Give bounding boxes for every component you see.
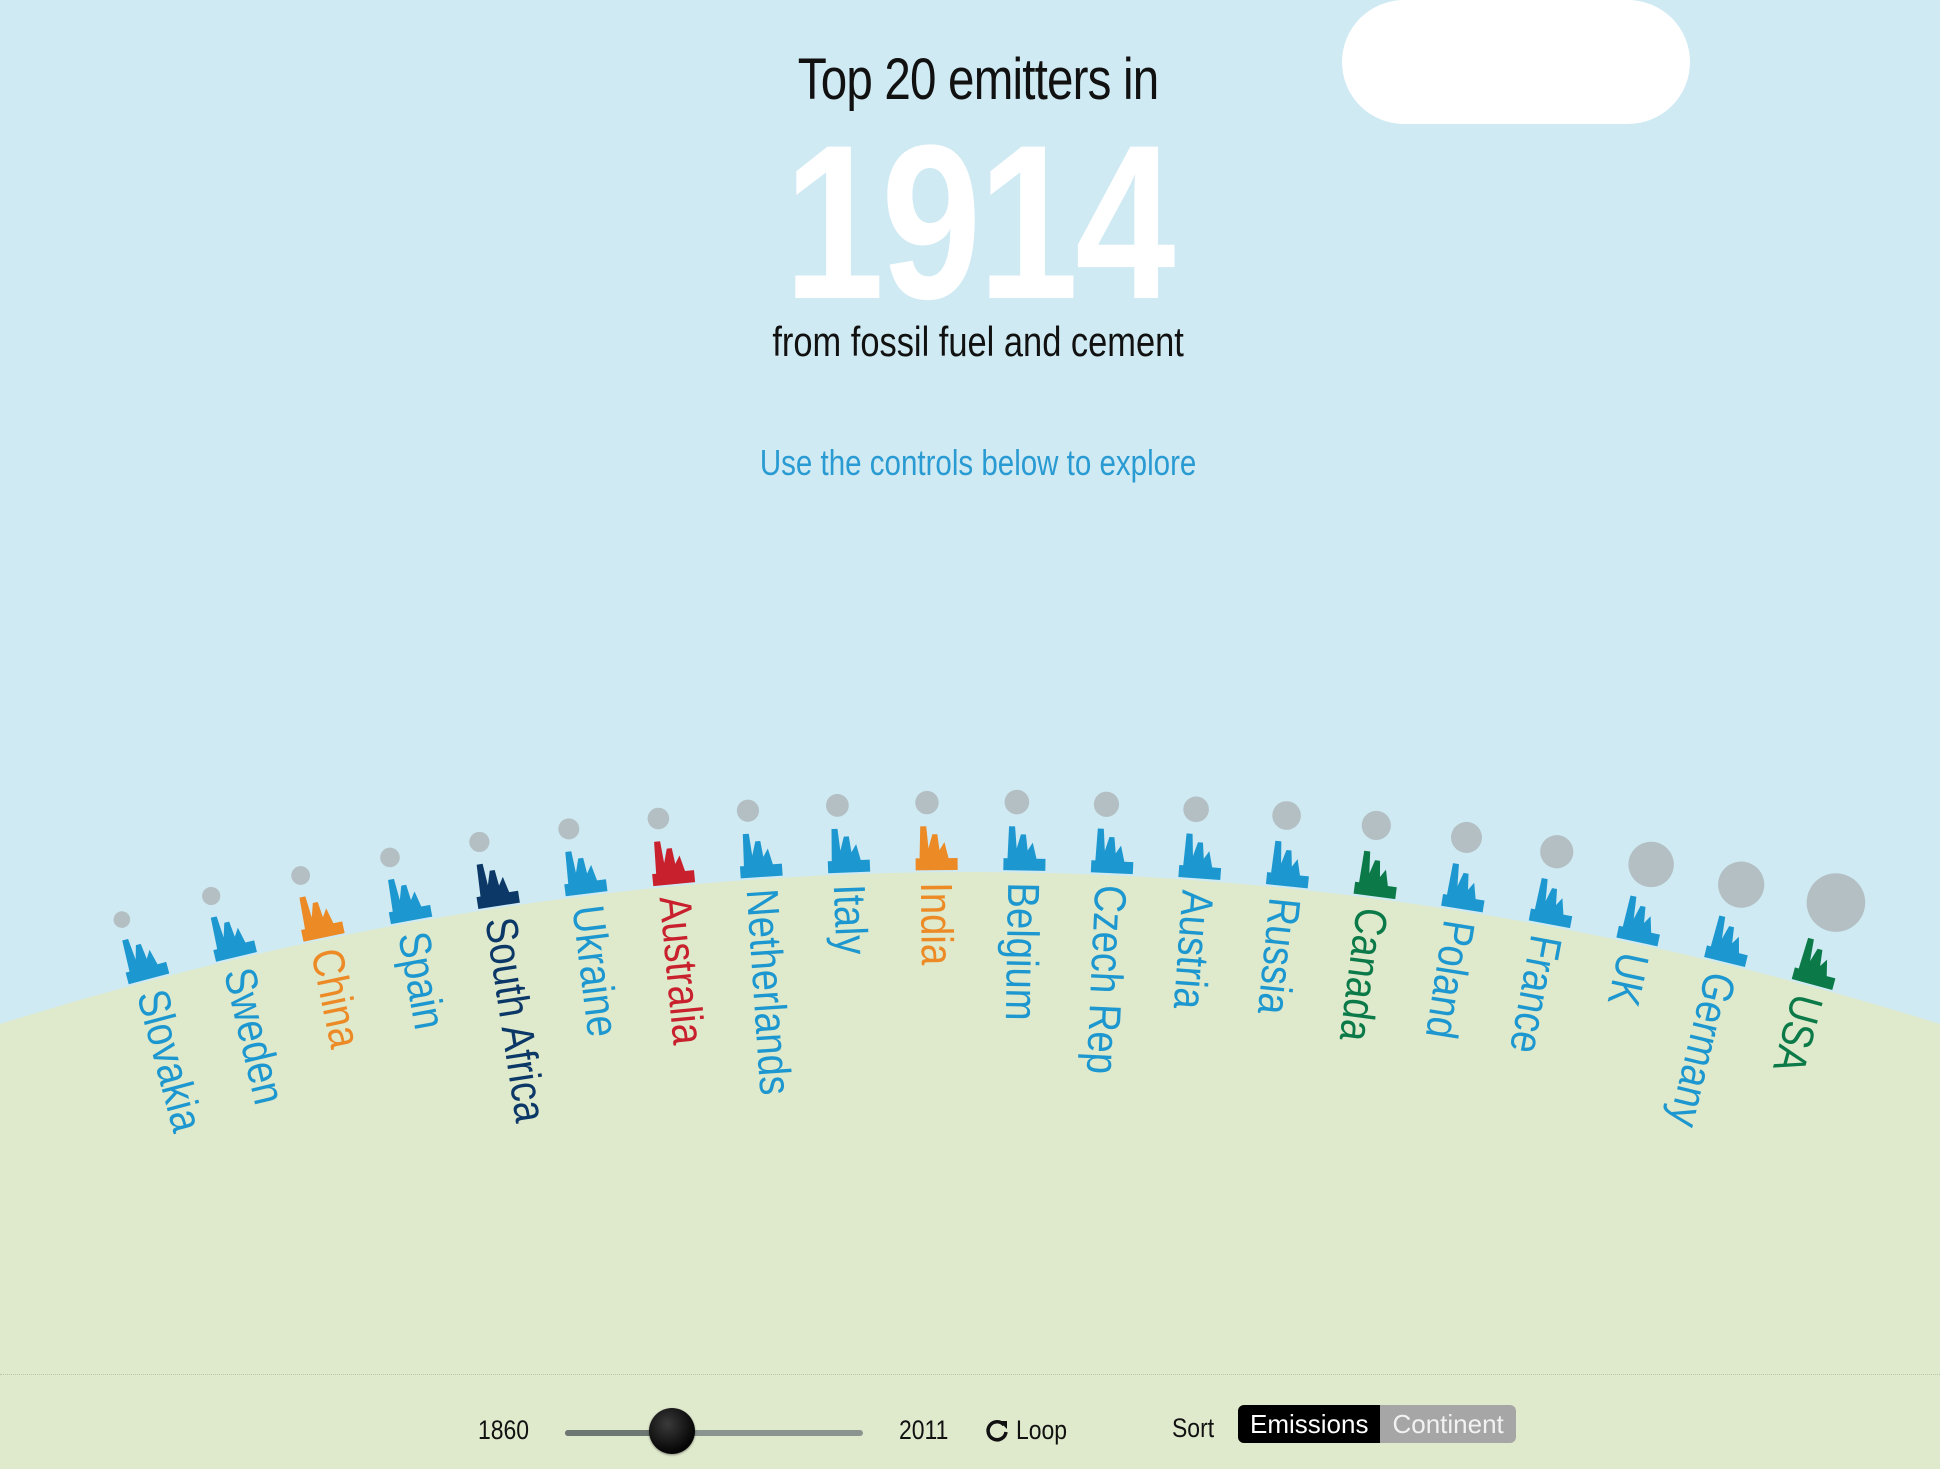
country-label: Russia: [1248, 896, 1310, 1018]
factory-icon: [1704, 915, 1748, 967]
explore-hint: Use the controls below to explore: [759, 442, 1197, 483]
country-marker: Czech Rep: [1077, 791, 1136, 1075]
country-label: Austria: [1164, 889, 1223, 1012]
factory-icon: [122, 938, 170, 985]
year-slider-fill: [565, 1430, 672, 1436]
year-slider-knob[interactable]: [649, 1408, 695, 1454]
factory-icon: [388, 878, 433, 925]
smoke-puff: [1628, 841, 1674, 888]
country-label: Italy: [824, 883, 877, 955]
smoke-puff: [736, 799, 760, 822]
factory-icon: [1003, 826, 1046, 871]
country-marker: Russia: [1248, 801, 1311, 1018]
factory-icon: [915, 826, 958, 871]
country-marker: Belgium: [996, 789, 1049, 1021]
factory-icon: [1441, 863, 1485, 913]
factory-icon: [827, 828, 871, 874]
controls-bar: 1860 2011 Loop Sort Emissions Continent: [0, 1374, 1940, 1469]
smoke-puff: [825, 794, 849, 817]
smoke-puff: [1183, 796, 1209, 823]
country-label: Belgium: [996, 882, 1049, 1021]
smoke-puff: [1540, 835, 1574, 869]
smoke-puff: [1361, 810, 1391, 841]
sort-continent-button[interactable]: Continent: [1380, 1405, 1516, 1443]
smoke-puff: [1718, 861, 1765, 908]
factory-icon: [1178, 833, 1222, 881]
smoke-puff: [647, 807, 670, 830]
country-marker: India: [911, 790, 963, 966]
factory-icon: [1616, 895, 1660, 947]
smoke-puff: [202, 886, 221, 906]
factory-icon: [299, 896, 345, 942]
factory-icon: [1791, 937, 1836, 991]
year-display: 1914: [783, 99, 1175, 345]
smoke-puff: [915, 790, 939, 815]
smoke-puff: [291, 866, 311, 885]
year-max-label: 2011: [899, 1415, 949, 1445]
factory-icon: [1528, 878, 1573, 929]
country-label: India: [911, 882, 963, 966]
factory-icon: [1353, 850, 1397, 900]
country-marker: Austria: [1164, 796, 1223, 1012]
smoke-puff: [1806, 873, 1866, 932]
year-min-label: 1860: [478, 1415, 530, 1445]
sort-label: Sort: [1172, 1413, 1215, 1443]
factory-icon: [476, 863, 520, 909]
country-label: Czech Rep: [1077, 884, 1136, 1075]
smoke-puff: [1093, 791, 1120, 817]
smoke-puff: [113, 911, 131, 928]
factory-icon: [652, 841, 696, 887]
title-top: Top 20 emitters in: [797, 47, 1159, 112]
sort-toggle[interactable]: Emissions Continent: [1238, 1405, 1516, 1443]
country-marker: Italy: [824, 794, 877, 956]
subtitle: from fossil fuel and cement: [772, 318, 1184, 365]
sort-emissions-button[interactable]: Emissions: [1238, 1405, 1381, 1443]
smoke-puff: [1451, 821, 1483, 853]
factory-icon: [739, 833, 783, 879]
loop-label: Loop: [1016, 1415, 1068, 1445]
factory-icon: [1090, 828, 1134, 875]
factory-icon: [1265, 840, 1309, 889]
country-marker: UK: [1598, 841, 1674, 1011]
cloud: [1342, 0, 1690, 124]
smoke-puff: [469, 831, 490, 853]
year-slider[interactable]: [565, 1408, 863, 1454]
smoke-puff: [1004, 789, 1030, 815]
refresh-icon: [986, 1420, 1008, 1442]
factory-icon: [564, 851, 608, 897]
factory-icon: [210, 916, 257, 962]
smoke-puff: [380, 847, 400, 868]
smoke-puff: [1272, 801, 1301, 830]
smoke-puff: [558, 818, 580, 840]
country-label: UK: [1598, 948, 1659, 1011]
ground-hill: [0, 872, 1940, 1468]
